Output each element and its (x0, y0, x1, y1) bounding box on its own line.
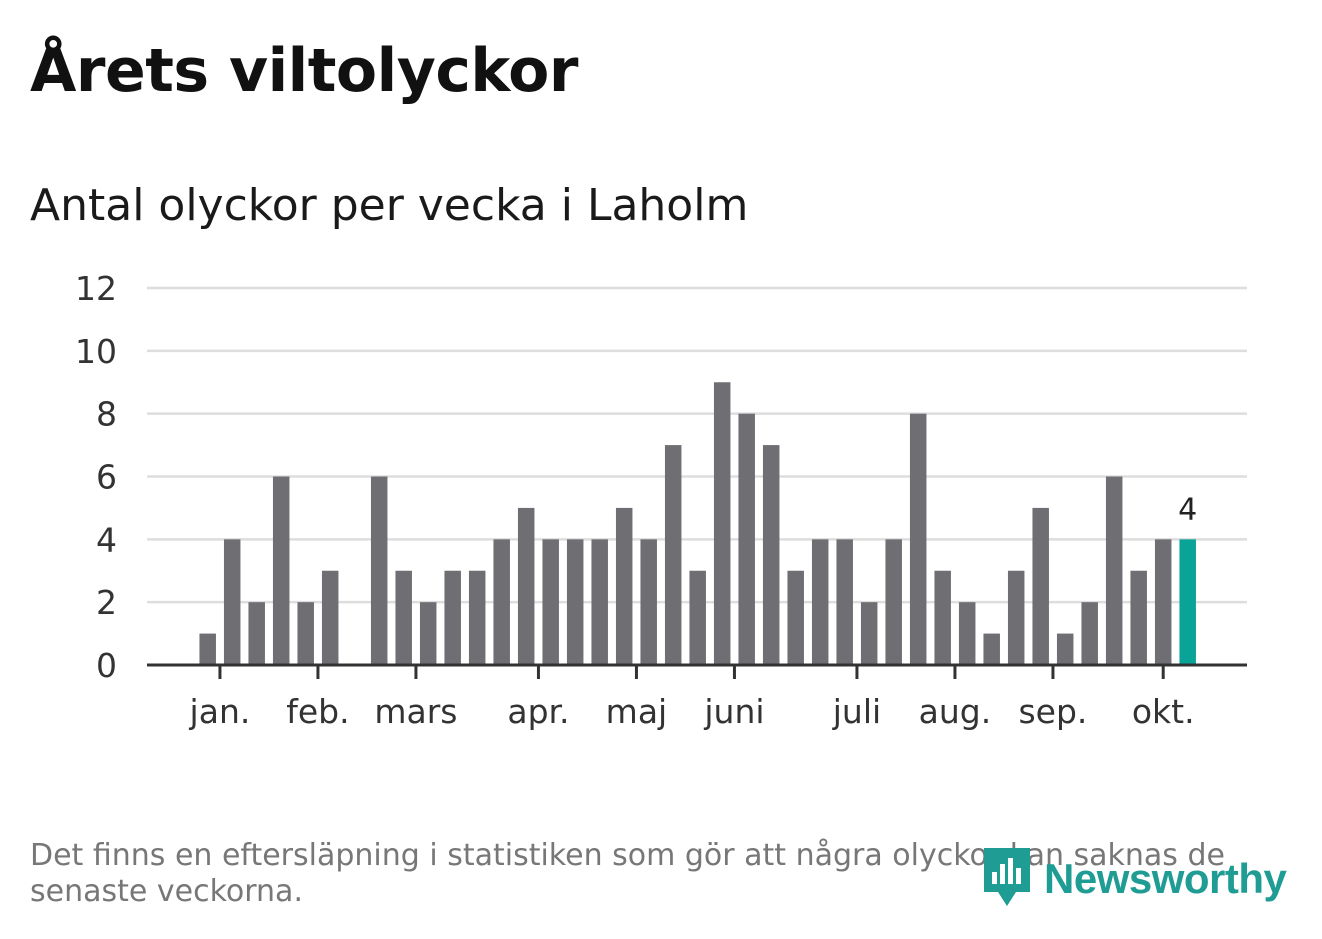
bar (542, 539, 559, 665)
bar (787, 570, 804, 665)
y-tick-label: 0 (96, 646, 117, 685)
y-tick-label: 10 (75, 332, 117, 371)
bar-highlight (1179, 539, 1196, 665)
x-tick-label: juli (832, 692, 881, 731)
chart-title: Årets viltolyckor (30, 36, 579, 106)
bar (934, 570, 951, 665)
bar (860, 602, 878, 665)
bar (836, 539, 853, 665)
x-tick-label: aug. (919, 692, 992, 731)
x-tick-label: maj (606, 692, 668, 731)
x-tick-label: sep. (1018, 692, 1087, 731)
bar (444, 570, 461, 665)
bar (713, 382, 731, 665)
gridlines (147, 286, 1247, 604)
bar (468, 570, 486, 665)
bar (591, 539, 608, 665)
axes: 0 2 4 6 8 10 12 4 jan. feb. mars apr. maj juni juli aug… (75, 269, 1247, 731)
y-tick-label: 4 (96, 520, 117, 559)
bar (370, 476, 388, 665)
x-tick-label: okt. (1132, 692, 1195, 731)
x-tick-label: juni (703, 692, 764, 731)
bar (1130, 570, 1147, 665)
bar-series (199, 382, 1196, 665)
y-tick-label: 12 (75, 269, 117, 308)
bar (738, 413, 755, 665)
bar (566, 539, 584, 665)
bar (811, 539, 829, 665)
data-label-latest: 4 (1178, 492, 1197, 527)
bar (223, 539, 241, 665)
chart-subtitle: Antal olyckor per vecka i Laholm (30, 180, 749, 231)
bar (689, 570, 706, 665)
bar (664, 445, 682, 665)
bar (517, 507, 535, 665)
newsworthy-wordmark: Newsworthy (1044, 855, 1287, 902)
y-tick-label: 2 (96, 583, 117, 622)
bar (885, 539, 902, 665)
bar (762, 445, 780, 665)
newsworthy-logo: Newsworthy (980, 844, 1287, 914)
bar (493, 539, 510, 665)
bar (297, 602, 314, 665)
x-tick-label: feb. (286, 692, 349, 731)
bar (199, 633, 216, 665)
bar (1154, 539, 1172, 665)
x-tick-label: jan. (189, 692, 251, 731)
bar (983, 633, 1000, 665)
bar (1032, 507, 1049, 665)
bar (395, 570, 412, 665)
bar (272, 476, 290, 665)
bar (909, 413, 927, 665)
bar (1056, 633, 1074, 665)
bar (419, 602, 437, 665)
bar (1081, 602, 1098, 665)
bar (640, 539, 657, 665)
newsworthy-logo-icon (980, 844, 1034, 914)
bar (321, 570, 339, 665)
x-tick-label: apr. (507, 692, 569, 731)
bar (248, 602, 265, 665)
bar (1007, 570, 1025, 665)
y-tick-label: 6 (96, 458, 117, 497)
bar (615, 507, 633, 665)
bar (1105, 476, 1123, 665)
y-tick-label: 8 (96, 395, 117, 434)
x-tick-label: mars (374, 692, 457, 731)
bar (958, 602, 976, 665)
bar-chart: 0 2 4 6 8 10 12 4 jan. feb. mars apr. maj juni juli aug… (75, 269, 1247, 731)
